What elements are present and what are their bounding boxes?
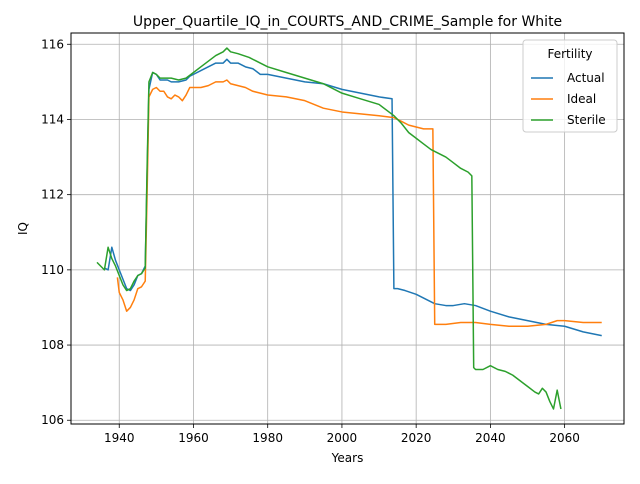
x-tick-label: 1960 [178, 431, 209, 445]
legend-label-actual: Actual [567, 71, 605, 85]
y-tick-label: 106 [41, 413, 64, 427]
y-tick-label: 112 [41, 188, 64, 202]
y-tick-label: 110 [41, 263, 64, 277]
legend-title: Fertility [547, 47, 592, 61]
legend-label-sterile: Sterile [567, 113, 606, 127]
x-tick-label: 2000 [327, 431, 358, 445]
y-tick-label: 108 [41, 338, 64, 352]
y-tick-label: 114 [41, 112, 64, 126]
x-tick-label: 1940 [104, 431, 135, 445]
x-tick-label: 1980 [252, 431, 283, 445]
y-tick-label: 116 [41, 37, 64, 51]
y-axis-label: IQ [16, 222, 30, 235]
x-tick-label: 2060 [549, 431, 580, 445]
x-tick-label: 2040 [475, 431, 506, 445]
x-axis-label: Years [331, 451, 364, 465]
legend-label-ideal: Ideal [567, 92, 596, 106]
legend: Fertility Actual Ideal Sterile [523, 40, 617, 132]
x-tick-label: 2020 [401, 431, 432, 445]
chart-title: Upper_Quartile_IQ_in_COURTS_AND_CRIME_Sa… [133, 14, 562, 30]
